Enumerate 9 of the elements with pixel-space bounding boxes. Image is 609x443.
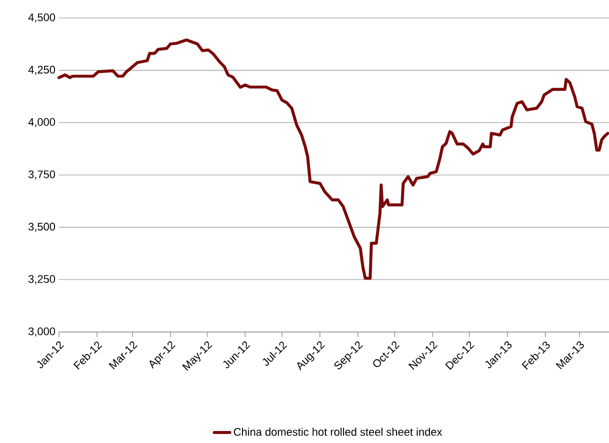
y-tick-label: 3,500 xyxy=(28,222,56,232)
y-tick-label: 3,250 xyxy=(28,275,56,284)
y-tick-label: 3,750 xyxy=(28,170,56,180)
y-tick-label: 4,000 xyxy=(28,118,56,128)
y-tick-label: 4,500 xyxy=(28,13,56,23)
y-tick-label: 4,250 xyxy=(28,66,56,75)
legend-label: China domestic hot rolled steel sheet index xyxy=(234,428,442,436)
y-tick-label: 3,000 xyxy=(28,327,56,337)
line-series xyxy=(58,38,609,280)
